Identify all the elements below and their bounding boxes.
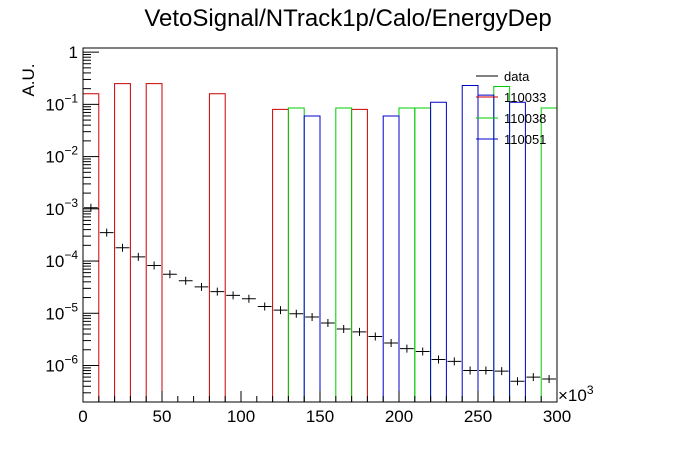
- y-tick-exponent: −1: [64, 91, 78, 105]
- legend: data 110033 110038 110051: [476, 69, 546, 147]
- y-tick-label: 1: [69, 43, 78, 62]
- chart-title: VetoSignal/NTrack1p/Calo/EnergyDep: [144, 5, 551, 32]
- y-tick-label: 10−6: [45, 352, 78, 375]
- hist-bin-110038-29: [540, 107, 558, 402]
- y-tick-label: 10−3: [45, 196, 78, 219]
- legend-label-110033: 110033: [504, 90, 546, 105]
- data-point-23: [447, 357, 462, 366]
- x-multiplier-exponent: 3: [587, 383, 594, 397]
- data-point-2: [115, 243, 130, 252]
- data-point-9: [226, 291, 240, 300]
- y-tick-exponent: −2: [64, 144, 78, 158]
- hist-bin-110033-4: [145, 83, 163, 402]
- data-point-24: [463, 366, 477, 375]
- legend-label-110051: 110051: [504, 132, 546, 147]
- x-tick-label: 200: [385, 407, 413, 426]
- y-tick-exponent: −4: [64, 248, 78, 262]
- data-points-layer: [84, 203, 556, 386]
- y-tick-base: 10: [45, 148, 64, 167]
- data-point-16: [336, 324, 351, 333]
- y-tick-exponent: −6: [64, 352, 78, 366]
- y-tick-label: 10−4: [45, 248, 78, 271]
- hist-bin-110051-27: [509, 101, 526, 402]
- data-point-6: [178, 276, 193, 285]
- data-point-27: [510, 377, 525, 386]
- y-tick-base: 10: [45, 252, 64, 271]
- hist-bin-110051-22: [430, 101, 447, 402]
- data-point-29: [542, 375, 556, 384]
- legend-label-110038: 110038: [504, 111, 546, 126]
- hist-bin-110051-19: [382, 115, 400, 402]
- y-axis-label: A.U.: [19, 63, 38, 96]
- hist-bin-110038-20: [398, 107, 416, 402]
- data-point-25: [479, 366, 493, 375]
- data-point-18: [368, 332, 383, 341]
- data-point-3: [131, 252, 146, 261]
- data-point-15: [321, 319, 335, 328]
- x-axis-multiplier: ×103: [558, 383, 594, 405]
- x-tick-label: 150: [306, 407, 334, 426]
- y-tick-exponent: −5: [64, 300, 78, 314]
- data-point-17: [352, 327, 367, 336]
- data-point-22: [431, 355, 446, 364]
- data-point-19: [384, 338, 398, 347]
- data-point-7: [194, 282, 209, 291]
- hist-bin-110051-25: [477, 94, 495, 402]
- hist-bin-110033-17: [351, 108, 368, 402]
- data-point-26: [494, 367, 509, 376]
- y-tick-base: 10: [45, 356, 64, 375]
- x-tick-label: 100: [227, 407, 255, 426]
- hist-bin-110051-14: [303, 115, 321, 402]
- x-tick-label: 250: [464, 407, 492, 426]
- hist-bin-110038-21: [414, 107, 432, 402]
- data-point-20: [400, 344, 414, 353]
- data-point-11: [257, 302, 272, 311]
- x-multiplier-base: ×10: [558, 386, 587, 405]
- data-point-8: [210, 287, 225, 296]
- y-tick-base: 10: [45, 304, 64, 323]
- y-tick-base: 10: [45, 200, 64, 219]
- data-point-0: [84, 203, 98, 212]
- data-point-1: [99, 228, 114, 237]
- data-point-10: [242, 294, 256, 303]
- hist-bin-110033-0: [82, 93, 100, 402]
- y-tick-label: 10−1: [45, 91, 78, 114]
- data-point-14: [305, 312, 319, 321]
- y-tick-base: 1: [69, 43, 78, 62]
- y-tick-label: 10−2: [45, 144, 78, 167]
- hist-bin-110033-2: [114, 83, 131, 402]
- y-tick-base: 10: [45, 95, 64, 114]
- x-tick-label: 50: [153, 407, 172, 426]
- hist-bin-110038-13: [287, 107, 305, 402]
- hist-bin-110051-24: [461, 84, 479, 402]
- axes-layer: 0 50 100 150 200 250 300110−110−210−310−410−51…: [45, 43, 571, 426]
- x-tick-label: 0: [78, 407, 87, 426]
- y-tick-exponent: −3: [64, 196, 78, 210]
- data-point-13: [289, 309, 304, 318]
- x-tick-label: 300: [543, 407, 571, 426]
- hist-bin-110038-16: [335, 107, 353, 402]
- data-point-5: [163, 270, 177, 279]
- histogram-layer: [82, 83, 558, 402]
- hist-bin-110033-12: [272, 108, 289, 402]
- data-point-12: [273, 306, 288, 315]
- y-tick-label: 10−5: [45, 300, 78, 323]
- data-point-21: [415, 347, 430, 356]
- legend-label-data: data: [504, 69, 530, 84]
- data-point-28: [526, 373, 541, 382]
- data-point-4: [147, 261, 161, 270]
- hist-bin-110033-8: [208, 93, 226, 402]
